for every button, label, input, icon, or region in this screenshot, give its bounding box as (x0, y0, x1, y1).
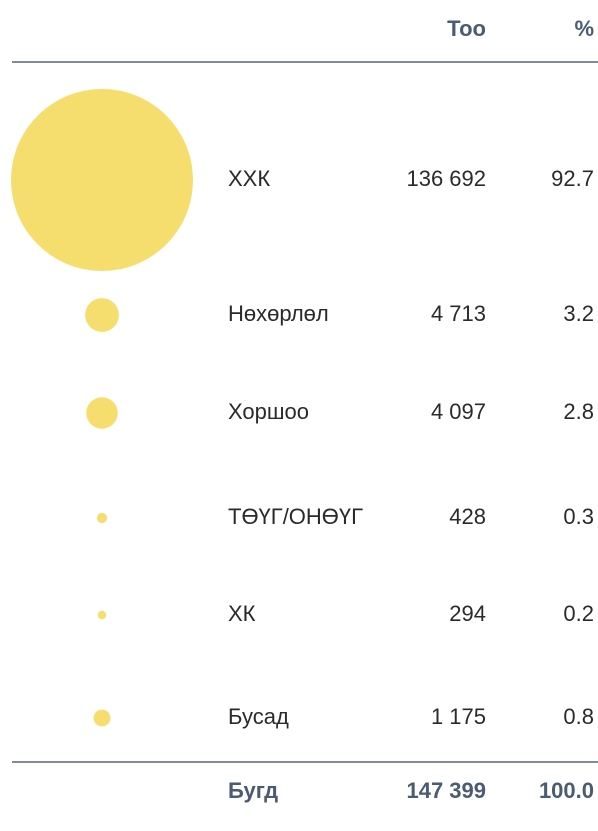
row-percent: 0.3 (563, 504, 594, 529)
row-count: 4 713 (431, 301, 486, 326)
bubble (86, 397, 118, 429)
row-percent: 0.8 (563, 704, 594, 729)
bubble (85, 298, 119, 332)
bubble (93, 709, 111, 727)
row-count: 136 692 (406, 166, 486, 191)
row-percent: 2.8 (563, 399, 594, 424)
total-count: 147 399 (406, 778, 486, 803)
row-name: Бусад (228, 704, 289, 729)
row-count: 428 (449, 504, 486, 529)
header-count: Тоо (447, 16, 486, 41)
row-percent: 92.7 (551, 166, 594, 191)
row-name: ХХК (228, 166, 270, 191)
row-percent: 3.2 (563, 301, 594, 326)
row-name: Хоршоо (228, 399, 309, 424)
total-name: Бугд (228, 778, 278, 803)
row-name: ТӨҮГ/ОНӨҮГ (228, 504, 363, 529)
row-name: Нөхөрлөл (228, 301, 329, 326)
bubble (96, 512, 108, 524)
row-count: 294 (449, 601, 486, 626)
row-count: 4 097 (431, 399, 486, 424)
bubble (97, 610, 107, 620)
row-name: ХК (228, 601, 256, 626)
header-percent: % (574, 16, 594, 41)
bubble (11, 89, 193, 271)
row-percent: 0.2 (563, 601, 594, 626)
total-percent: 100.0 (539, 778, 594, 803)
row-count: 1 175 (431, 704, 486, 729)
